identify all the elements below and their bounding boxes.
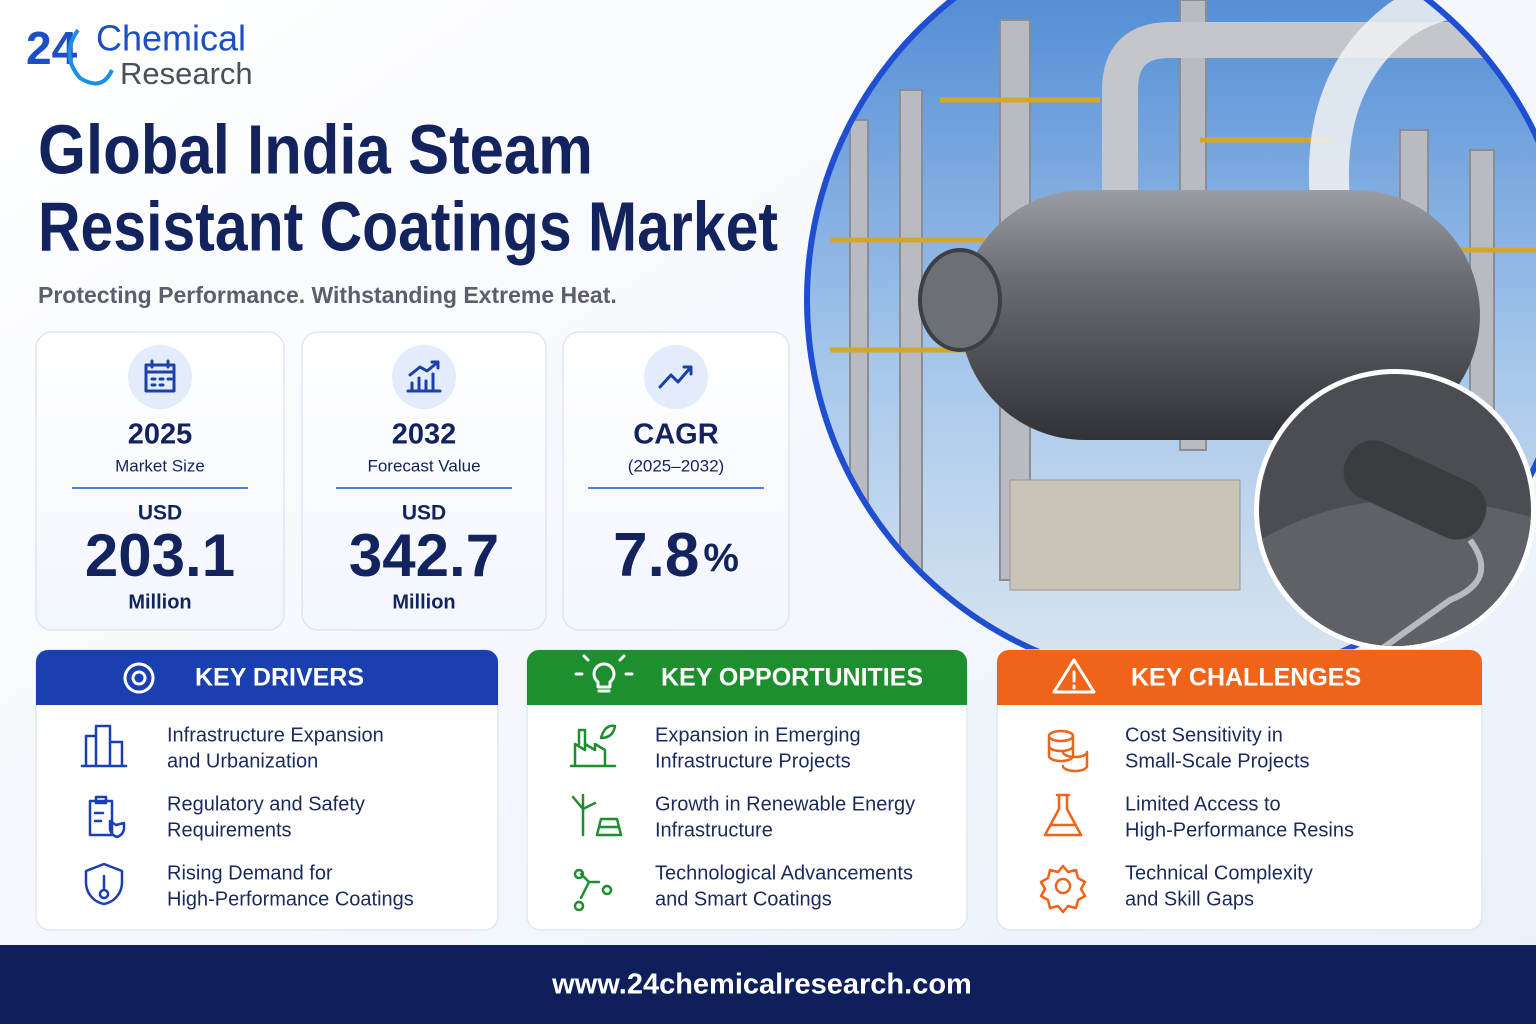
card-bg [35, 331, 285, 631]
item-text: Infrastructure [655, 819, 773, 841]
item-icon [80, 724, 128, 768]
item-text: and Skill Gaps [1125, 888, 1254, 910]
item-text: Technological Advancements [655, 862, 913, 884]
stat-prefix: USD [138, 502, 182, 525]
panel: KEY DRIVERS Infrastructure Expansion and U… [35, 649, 499, 931]
icon-bg [392, 345, 456, 409]
item-text: Expansion in Emerging [655, 724, 861, 746]
footer-url[interactable]: www.24chemicalresearch.com [551, 969, 972, 1001]
item-text: and Urbanization [167, 750, 318, 772]
panel-header-icon [574, 654, 634, 693]
stat-heading: 2025 [128, 419, 193, 451]
panels: KEY DRIVERS Infrastructure Expansion and U… [35, 649, 1483, 931]
item-text: High-Performance Resins [1125, 819, 1354, 841]
panel: KEY CHALLENGES Cost Sensitivity in Small-S… [996, 649, 1483, 931]
panel-title: KEY DRIVERS [195, 664, 364, 692]
item-text: Infrastructure Expansion [167, 724, 384, 746]
item-text: Regulatory and Safety [167, 793, 365, 815]
item-text: and Smart Coatings [655, 888, 832, 910]
item-text: Limited Access to [1125, 793, 1281, 815]
panel-header-icon [123, 662, 155, 694]
title: Global India Steam [38, 110, 593, 188]
stat-value-group: 7.8% [613, 521, 739, 590]
stat-card: CAGR (2025–2032) 7.8% [562, 331, 790, 631]
logo: 24 Chemical Research [26, 18, 253, 92]
stat-value: 203.1 [85, 522, 235, 589]
stat-heading: 2032 [392, 419, 457, 451]
panel-title: KEY CHALLENGES [1131, 664, 1361, 692]
title: Resistant Coatings Market [38, 187, 778, 265]
item-icon [569, 724, 617, 768]
item-icon [1043, 793, 1083, 837]
item-icon [84, 862, 124, 906]
item-icon [1039, 864, 1087, 914]
item-icon [571, 793, 623, 837]
icon [144, 359, 176, 393]
stat-label: (2025–2032) [628, 456, 724, 475]
stat-value: 7.8 [613, 521, 699, 590]
stat-unit: Million [128, 591, 191, 613]
footer-bar [0, 945, 1536, 1024]
item-text: Infrastructure Projects [655, 750, 851, 772]
logo-line: Chemical [96, 18, 246, 59]
item-text: Growth in Renewable Energy [655, 793, 915, 815]
panel-header [527, 650, 967, 705]
panel-title: KEY OPPORTUNITIES [661, 664, 923, 692]
panel: KEY OPPORTUNITIES Expansion in Emerging In… [526, 649, 968, 931]
stat-prefix: USD [402, 502, 446, 525]
logo-swirl [67, 28, 114, 86]
panel-header [997, 650, 1482, 705]
panel-header-icon [1052, 658, 1096, 694]
card-bg [562, 331, 790, 631]
stat-unit: Million [392, 591, 455, 613]
item-text: Requirements [167, 819, 292, 841]
item-text: Cost Sensitivity in [1125, 724, 1283, 746]
subtitle: Protecting Performance. Withstanding Ext… [38, 282, 617, 308]
icon [406, 360, 442, 393]
item-icon [88, 795, 126, 839]
item-text: High-Performance Coatings [167, 888, 414, 910]
card-bg [301, 331, 547, 631]
item-text: Rising Demand for [167, 862, 333, 884]
item-icon [1047, 729, 1089, 773]
logo-line: Research [120, 56, 253, 91]
item-icon [573, 868, 613, 912]
icon-bg [644, 345, 708, 409]
hero-image [804, 0, 1536, 686]
stat-value: 342.7 [349, 522, 499, 589]
icon-bg [128, 345, 192, 409]
panel-header [36, 650, 498, 705]
stat-label: Forecast Value [367, 456, 480, 475]
icon [658, 365, 693, 389]
stat-unit: % [703, 536, 739, 580]
stat-heading: CAGR [633, 419, 718, 451]
stat-label: Market Size [115, 456, 205, 475]
item-text: Technical Complexity [1125, 862, 1313, 884]
item-text: Small-Scale Projects [1125, 750, 1310, 772]
